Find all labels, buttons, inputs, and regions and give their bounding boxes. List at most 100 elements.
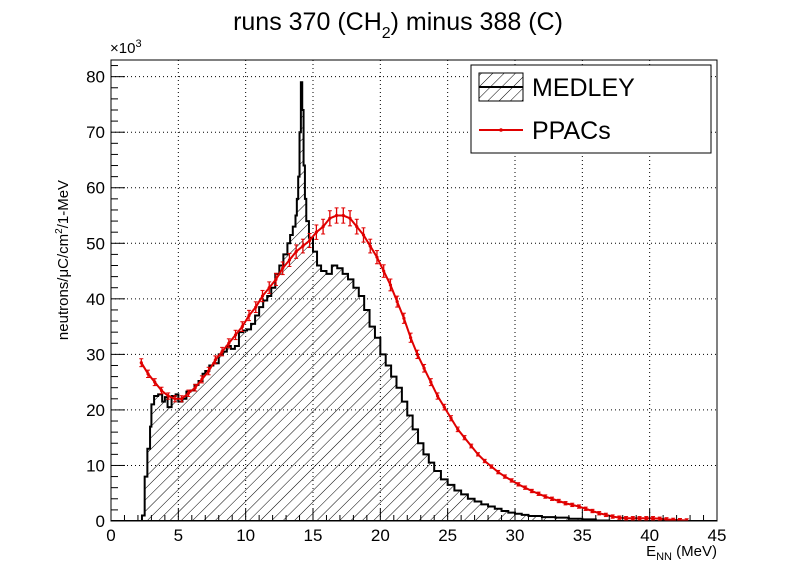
ppacs-point [611,514,615,519]
ppacs-point [469,444,473,448]
ppacs-point [462,436,467,440]
legend-swatch-ppacs-marker [499,128,503,132]
ppacs-point [631,516,635,520]
chart-title-part1: runs 370 (CH [233,8,382,36]
ppacs-point [577,504,581,509]
ppacs-point [429,380,433,384]
ppacs-point [281,266,285,270]
legend: MEDLEY PPACs [470,64,712,154]
y-axis-label: neutrons/μC/cm2/1-MeV [54,180,72,340]
ppacs-point [139,361,143,365]
ppacs-point [207,369,211,373]
ppacs-point [186,391,191,395]
ppacs-point [267,286,271,290]
ppacs-point [415,352,419,356]
x-axis-label-subscript: NN [656,551,672,563]
ppacs-line [140,214,687,521]
y-tick-label: 40 [86,290,105,309]
ppacs-point [617,516,621,520]
y-tick-label: 80 [86,68,105,87]
y-exponent-power: 3 [135,38,141,50]
ppacs-point [254,305,258,309]
ppacs-point [483,459,487,463]
ppacs-point [685,518,689,521]
ppacs-point [355,225,359,229]
ppacs-point [543,494,547,499]
ppacs-point [658,517,662,521]
y-axis: 0 10 20 30 40 50 60 70 80 [86,65,125,531]
ppacs-point [200,377,204,381]
ppacs-point [180,397,184,401]
ppacs-point [664,517,669,521]
ppacs-point [523,486,527,490]
plot-frame [110,59,718,522]
ppacs-point [449,416,453,420]
x-tick-label: 5 [174,526,183,545]
ppacs-point [570,503,574,507]
ppacs-point [314,230,318,234]
ppacs-point [489,464,494,469]
ppacs-point [422,366,426,370]
ppacs-point [637,516,642,520]
ppacs-point [550,497,554,501]
chart-title-part3: ) minus 388 (C) [391,8,563,36]
x-tick-label: 40 [640,526,659,545]
ppacs-point [604,513,608,517]
ppacs-point [368,244,372,248]
ppacs-point [476,452,480,456]
chart-title: runs 370 (CH2) minus 388 (C) [233,8,563,42]
ppacs-point [678,518,682,521]
y-exponent-label: ×103 [110,38,142,57]
ppacs-point [328,216,332,220]
ppacs-point [388,283,393,287]
ppacs-point [213,358,217,362]
ppacs-point [590,509,595,513]
y-axis-label-mu: μ [55,269,72,278]
y-tick-label: 50 [86,234,105,253]
ppacs-point [308,238,312,243]
ppacs-point [334,213,339,218]
ppacs-point [624,516,628,520]
ppacs-point [240,325,244,329]
ppacs-point [563,501,568,505]
ppacs-point [516,482,520,486]
ppacs-point [510,478,514,483]
y-tick-label: 0 [96,512,105,531]
ppacs-point [651,516,655,520]
y-axis-label-superscript: 2 [54,228,65,234]
ppacs-point [442,405,446,409]
ppacs-point [321,225,325,229]
x-tick-label: 10 [236,526,255,545]
y-tick-label: 10 [86,456,105,475]
ppacs-point [341,213,345,218]
y-axis-label-part1: neutrons/ [55,277,72,340]
x-tick-label: 25 [438,526,457,545]
ppacs-point [456,427,460,431]
ppacs-point [382,269,386,273]
ppacs-point [361,233,366,237]
ppacs-series-layer [139,207,689,521]
x-axis-label-unit: (MeV) [672,543,717,560]
ppacs-point [173,397,177,401]
x-tick-label: 0 [106,526,115,545]
x-tick-label: 20 [371,526,390,545]
ppacs-point [375,255,379,259]
ppacs-point [503,474,507,479]
ppacs-point [536,492,541,496]
x-axis-label-main: E [646,543,656,560]
ppacs-point [227,341,231,345]
medley-histogram-fill [111,82,717,521]
ppacs-point [301,244,305,248]
x-axis-label: ENN (MeV) [646,543,717,563]
ppacs-point [274,277,278,281]
ppacs-point [220,349,224,354]
x-axis: 0 5 10 15 20 25 30 35 40 45 [106,509,726,545]
y-exponent-prefix: ×10 [110,40,135,57]
ppacs-point [530,489,534,493]
ppacs-point [159,388,164,393]
ppacs-point [233,333,238,337]
ppacs-point [496,470,500,474]
legend-label-medley: MEDLEY [532,74,635,102]
y-tick-label: 70 [86,123,105,142]
